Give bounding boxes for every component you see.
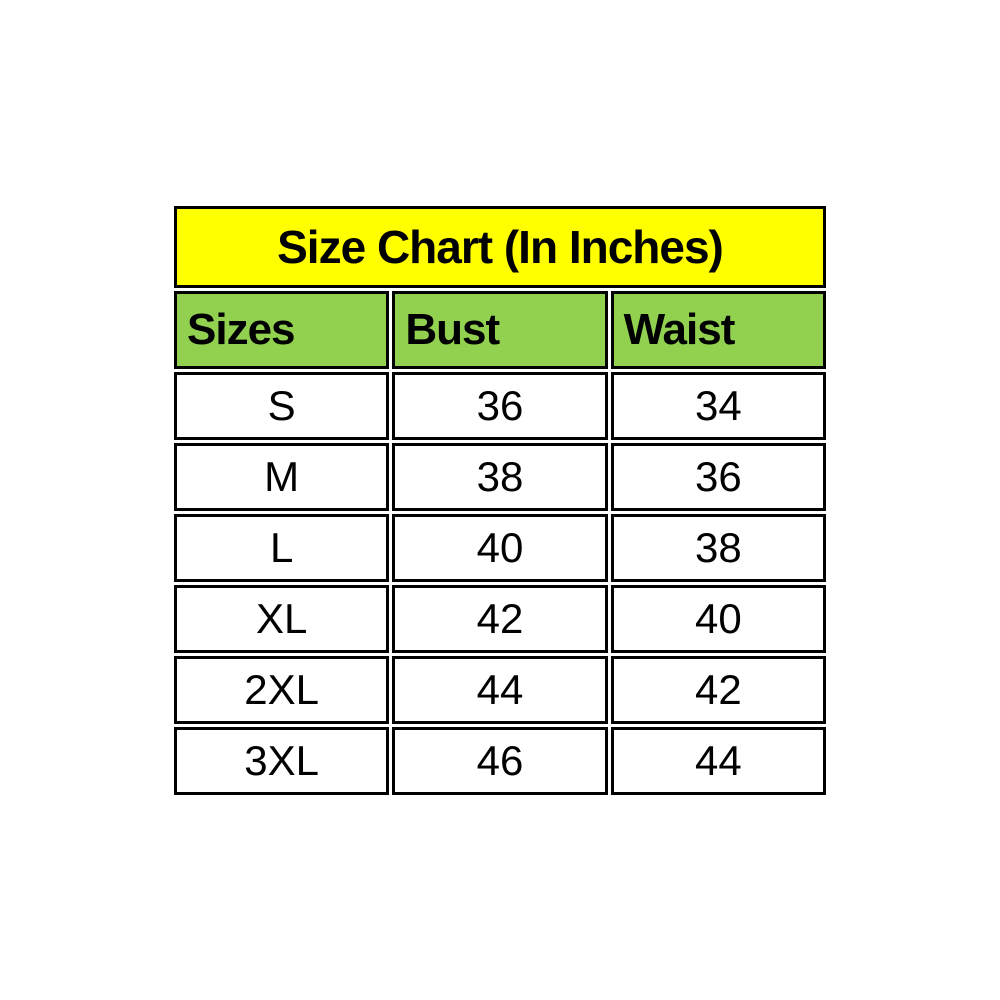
bust-cell: 42: [392, 584, 608, 653]
table-row: S 36 34: [174, 371, 826, 440]
bust-cell: 46: [392, 726, 608, 795]
waist-cell: 36: [610, 442, 826, 511]
table-row: 2XL 44 42: [174, 655, 826, 724]
table-title: Size Chart (In Inches): [174, 205, 826, 288]
column-header-waist: Waist: [610, 290, 826, 369]
table-row: M 38 36: [174, 442, 826, 511]
column-header-sizes: Sizes: [174, 290, 390, 369]
size-cell: L: [174, 513, 390, 582]
size-chart-table: Size Chart (In Inches) Sizes Bust Waist …: [171, 202, 829, 798]
size-cell: 3XL: [174, 726, 390, 795]
size-cell: S: [174, 371, 390, 440]
header-row: Sizes Bust Waist: [174, 290, 826, 369]
size-cell: XL: [174, 584, 390, 653]
size-cell: M: [174, 442, 390, 511]
bust-cell: 40: [392, 513, 608, 582]
column-header-bust: Bust: [392, 290, 608, 369]
bust-cell: 38: [392, 442, 608, 511]
bust-cell: 36: [392, 371, 608, 440]
waist-cell: 40: [610, 584, 826, 653]
table-row: 3XL 46 44: [174, 726, 826, 795]
waist-cell: 34: [610, 371, 826, 440]
title-row: Size Chart (In Inches): [174, 205, 826, 288]
table-row: L 40 38: [174, 513, 826, 582]
waist-cell: 38: [610, 513, 826, 582]
size-cell: 2XL: [174, 655, 390, 724]
waist-cell: 44: [610, 726, 826, 795]
bust-cell: 44: [392, 655, 608, 724]
table-row: XL 42 40: [174, 584, 826, 653]
waist-cell: 42: [610, 655, 826, 724]
